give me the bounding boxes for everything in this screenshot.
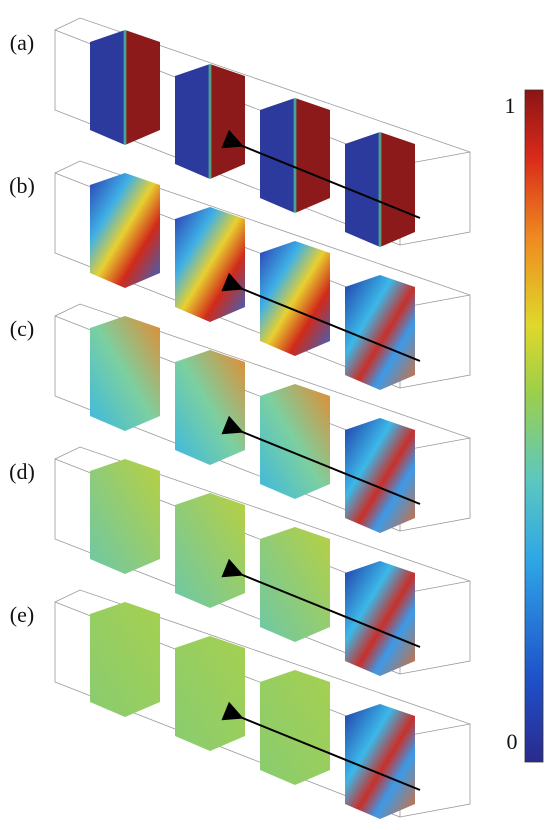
panels: (a) (b) (c) (d) (e)	[9, 17, 471, 819]
panel: (a)	[10, 17, 471, 247]
slice	[345, 132, 415, 247]
slice	[175, 64, 245, 179]
slice	[345, 418, 415, 533]
slice	[260, 241, 330, 356]
slice	[90, 173, 160, 288]
slice	[175, 493, 245, 608]
slice	[175, 350, 245, 465]
slice	[90, 602, 160, 717]
slice	[175, 207, 245, 322]
panel: (b)	[9, 160, 471, 390]
slice	[345, 275, 415, 390]
slice	[90, 30, 160, 145]
colorbar-max-label: 1	[505, 93, 516, 118]
panel: (c)	[10, 303, 471, 533]
flow-arrow	[221, 558, 421, 648]
panel: (e)	[10, 589, 471, 819]
panel-label: (a)	[10, 30, 34, 55]
slice	[90, 316, 160, 431]
panel: (d)	[9, 446, 471, 676]
flow-arrow	[221, 272, 421, 362]
flow-arrow	[221, 129, 421, 219]
panel-label: (e)	[10, 602, 34, 627]
slice	[175, 636, 245, 751]
slice	[260, 527, 330, 642]
panel-label: (c)	[10, 316, 34, 341]
panel-label: (b)	[9, 173, 35, 198]
slice	[260, 98, 330, 213]
slice	[260, 670, 330, 785]
slice	[90, 459, 160, 574]
slice	[345, 704, 415, 819]
flow-arrow	[221, 415, 421, 505]
colorbar-min-label: 0	[507, 729, 518, 754]
slice	[345, 561, 415, 676]
colorbar	[524, 89, 544, 763]
slice	[260, 384, 330, 499]
flow-arrow	[221, 701, 421, 791]
panel-label: (d)	[9, 459, 35, 484]
